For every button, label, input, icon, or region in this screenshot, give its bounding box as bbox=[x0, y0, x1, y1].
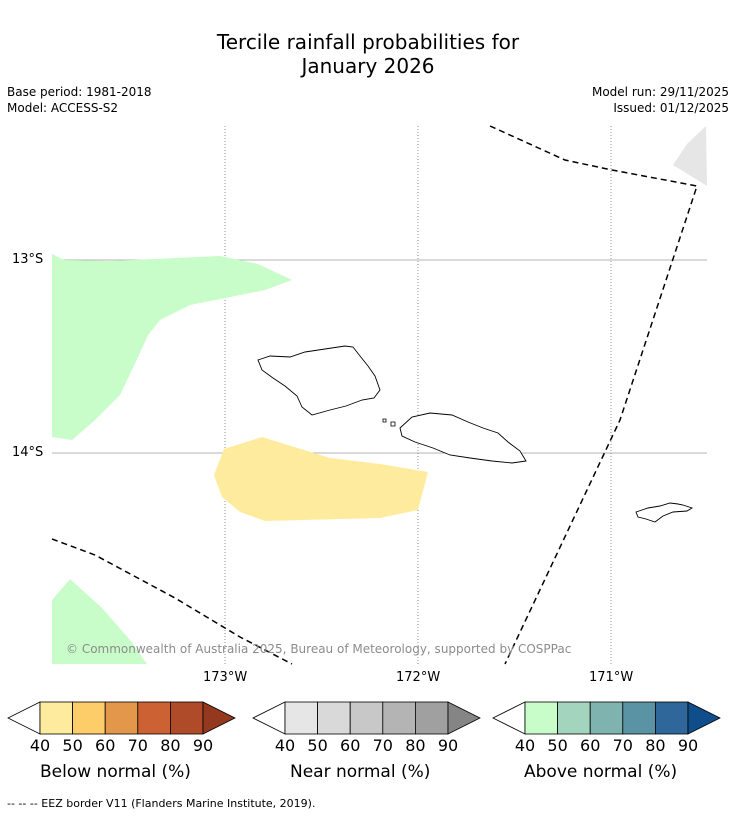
colorbar-below-segment-3 bbox=[137, 701, 171, 735]
title-line-1: Tercile rainfall probabilities for bbox=[216, 30, 520, 54]
colorbar-below-tick-70: 70 bbox=[127, 736, 148, 755]
above-normal-label: Above normal (%) bbox=[524, 762, 678, 782]
colorbar-near bbox=[252, 701, 481, 735]
colorbar-above-segment-1 bbox=[557, 701, 591, 735]
near-normal-label: Near normal (%) bbox=[290, 762, 431, 782]
colorbar-above-segment-0 bbox=[524, 701, 558, 735]
below-normal-label: Below normal (%) bbox=[40, 762, 191, 782]
model-name: Model: ACCESS-S2 bbox=[7, 101, 119, 115]
colorbar-below-tick-50: 50 bbox=[62, 736, 83, 755]
lon-label-173w: 173°W bbox=[203, 670, 248, 685]
colorbar-below-tick-40: 40 bbox=[29, 736, 51, 755]
meta-right: Model run: 29/11/2025 Issued: 01/12/2025 bbox=[592, 84, 729, 116]
colorbar-above-tick-40: 40 bbox=[514, 736, 536, 755]
colorbar-near-tick-50: 50 bbox=[307, 736, 328, 755]
lat-label-13s: 13°S bbox=[12, 252, 44, 267]
colorbar-near-tick-60: 60 bbox=[340, 736, 361, 755]
title-line-2: January 2026 bbox=[301, 54, 435, 78]
colorbar-above-segment-4 bbox=[655, 701, 689, 735]
lon-label-172w: 172°W bbox=[396, 670, 441, 685]
small-islet-2 bbox=[390, 421, 396, 427]
colorbar-below-segment-2 bbox=[104, 701, 139, 735]
colorbar-near-tick-70: 70 bbox=[372, 736, 393, 755]
chart-title: Tercile rainfall probabilities for Janua… bbox=[0, 30, 736, 78]
colorbar-near-high-extension bbox=[447, 701, 481, 735]
colorbar-above-tick-70: 70 bbox=[612, 736, 633, 755]
colorbar-below-segment-4 bbox=[169, 701, 204, 735]
colorbar-below-tick-80: 80 bbox=[160, 736, 181, 755]
copyright-notice: © Commonwealth of Australia 2025, Bureau… bbox=[66, 642, 572, 656]
near-normal-region bbox=[673, 126, 707, 186]
colorbar-near-tick-40: 40 bbox=[274, 736, 296, 755]
eez-footnote: -- -- -- EEZ border V11 (Flanders Marine… bbox=[7, 797, 316, 810]
colorbar-above-tick-80: 80 bbox=[645, 736, 666, 755]
colorbar-near-segment-2 bbox=[349, 701, 384, 735]
above-normal-region-south bbox=[52, 579, 147, 664]
tutuila-island bbox=[635, 502, 694, 523]
colorbar-below-low-extension bbox=[7, 701, 41, 735]
savaii-island bbox=[257, 345, 381, 416]
colorbar-above bbox=[492, 701, 721, 735]
colorbar-near-tick-90: 90 bbox=[437, 736, 459, 755]
above-normal-region-north bbox=[52, 254, 292, 440]
colorbar-near-segment-0 bbox=[284, 701, 318, 735]
colorbar-near-segment-1 bbox=[317, 701, 351, 735]
colorbar-above-high-extension bbox=[687, 701, 721, 735]
eez-border-east bbox=[489, 125, 698, 665]
colorbar-above-tick-50: 50 bbox=[547, 736, 568, 755]
colorbar-below-tick-90: 90 bbox=[192, 736, 214, 755]
upolu-island bbox=[399, 412, 527, 464]
issued-date: Issued: 01/12/2025 bbox=[613, 101, 729, 115]
colorbar-above-segment-3 bbox=[622, 701, 656, 735]
colorbar-near-segment-3 bbox=[382, 701, 416, 735]
colorbar-above-segment-2 bbox=[589, 701, 624, 735]
base-period: Base period: 1981-2018 bbox=[7, 85, 152, 99]
meta-left: Base period: 1981-2018 Model: ACCESS-S2 bbox=[7, 84, 152, 116]
colorbar-below-tick-60: 60 bbox=[95, 736, 116, 755]
colorbar-above-tick-90: 90 bbox=[677, 736, 699, 755]
colorbar-below-segment-1 bbox=[72, 701, 106, 735]
colorbar-above-tick-60: 60 bbox=[580, 736, 601, 755]
eez-border-southwest bbox=[51, 538, 293, 665]
colorbar-below bbox=[7, 701, 236, 735]
colorbars-canvas bbox=[7, 701, 721, 735]
lon-label-171w: 171°W bbox=[589, 670, 634, 685]
colorbar-near-tick-80: 80 bbox=[405, 736, 426, 755]
lat-label-14s: 14°S bbox=[12, 445, 44, 460]
colorbar-near-low-extension bbox=[252, 701, 286, 735]
model-run: Model run: 29/11/2025 bbox=[591, 85, 729, 99]
colorbar-below-segment-0 bbox=[39, 701, 73, 735]
colorbar-below-high-extension bbox=[202, 701, 236, 735]
below-normal-region bbox=[214, 437, 428, 521]
colorbar-near-segment-4 bbox=[414, 701, 449, 735]
colorbar-above-low-extension bbox=[492, 701, 526, 735]
small-islet-1 bbox=[382, 418, 387, 423]
